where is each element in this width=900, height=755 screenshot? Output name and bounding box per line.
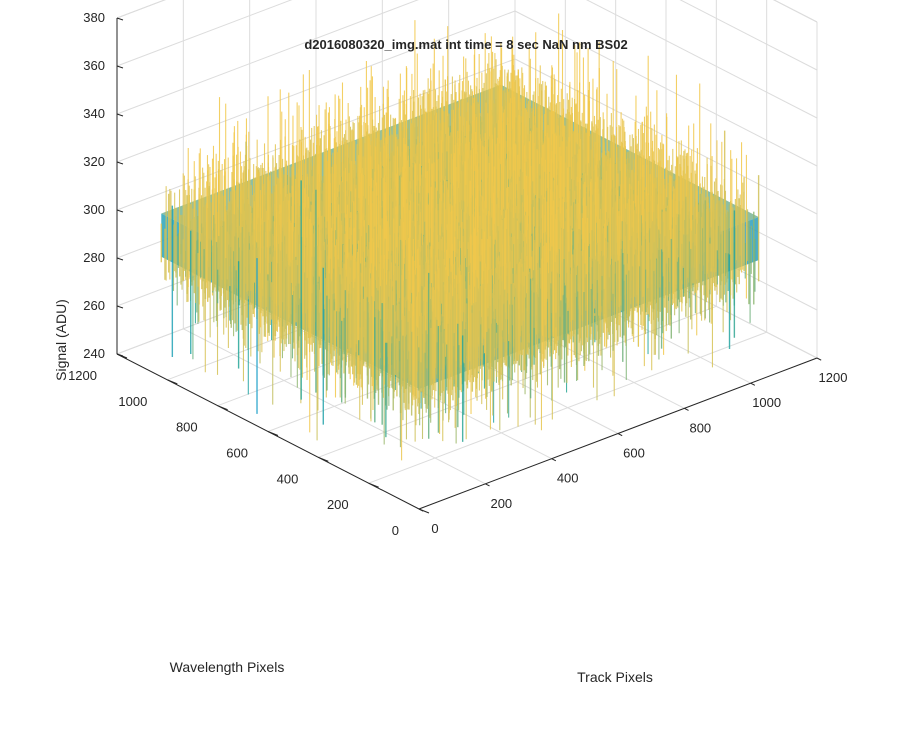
surface-plot: 0200400600800100012000200400600800100012… [0, 0, 900, 750]
